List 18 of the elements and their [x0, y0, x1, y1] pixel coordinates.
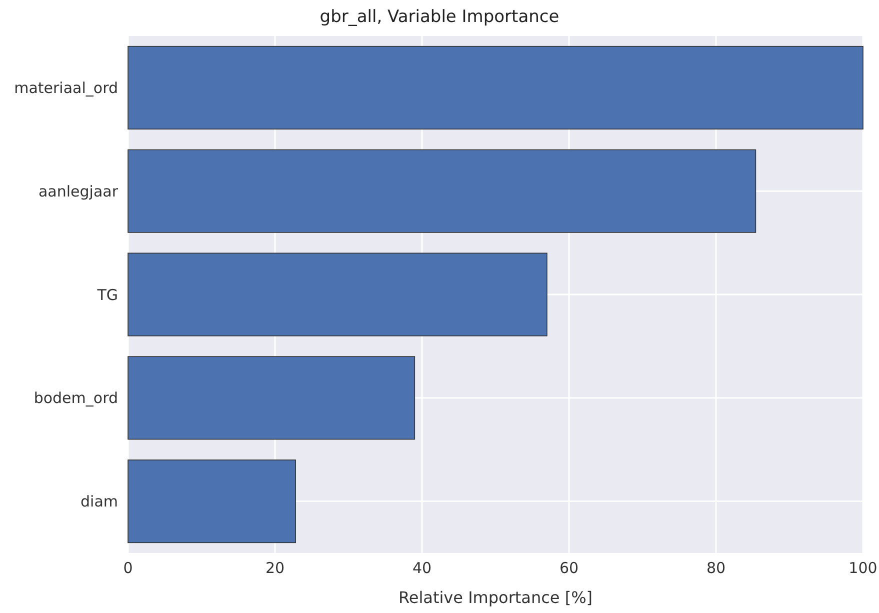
bar: [128, 460, 296, 544]
bar: [128, 356, 416, 440]
y-tick-label: materiaal_ord: [14, 78, 118, 97]
bar: [128, 149, 756, 233]
y-tick-label: TG: [96, 286, 118, 304]
bar: [128, 46, 864, 130]
x-tick-label: 100: [848, 559, 878, 577]
bar: [128, 252, 548, 336]
y-tick-label: aanlegjaar: [38, 182, 119, 200]
y-tick-label: diam: [80, 492, 118, 511]
x-tick-label: 0: [123, 559, 133, 577]
x-tick-label: 20: [265, 559, 285, 577]
chart-title: gbr_all, Variable Importance: [320, 7, 560, 27]
x-tick-label: 60: [559, 559, 579, 577]
x-axis-title: Relative Importance [%]: [398, 588, 593, 607]
y-tick-label: bodem_ord: [34, 389, 118, 408]
x-tick-label: 80: [706, 559, 726, 577]
x-tick-label: 40: [412, 559, 432, 577]
